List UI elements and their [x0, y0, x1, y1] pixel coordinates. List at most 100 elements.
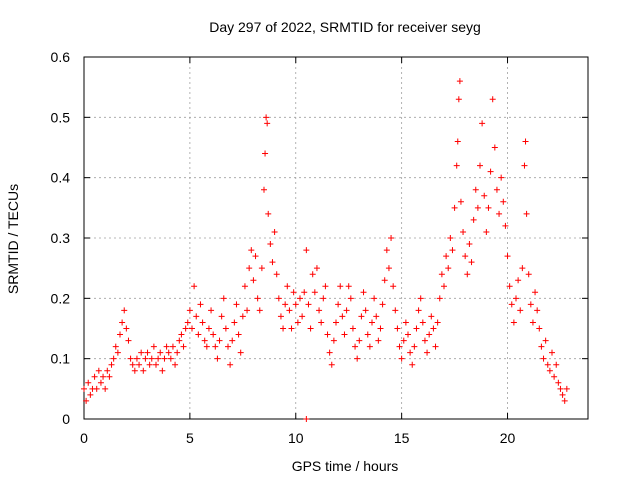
data-point — [413, 325, 420, 332]
data-point — [555, 379, 562, 386]
data-point — [345, 283, 352, 290]
data-point — [216, 337, 223, 344]
data-point — [264, 120, 271, 127]
data-point — [398, 355, 405, 362]
data-point — [339, 313, 346, 320]
data-point — [229, 337, 236, 344]
data-point — [169, 343, 176, 350]
data-point — [522, 138, 529, 145]
data-point — [254, 295, 261, 302]
data-point — [390, 283, 397, 290]
data-point — [144, 349, 151, 356]
data-point — [324, 331, 331, 338]
data-point — [150, 343, 157, 350]
data-point — [225, 343, 231, 350]
data-point — [286, 307, 293, 314]
data-point — [123, 325, 130, 332]
data-point — [483, 228, 490, 235]
y-tick-label: 0.1 — [51, 351, 71, 367]
data-point — [142, 355, 149, 362]
data-point — [549, 349, 555, 356]
data-point — [201, 337, 208, 344]
data-point — [481, 192, 488, 199]
data-point — [464, 271, 471, 278]
data-point — [241, 283, 248, 290]
data-point — [102, 385, 109, 392]
data-point — [195, 331, 202, 338]
data-point — [186, 307, 193, 314]
data-point — [366, 343, 373, 350]
y-tick-label: 0.3 — [51, 230, 71, 246]
data-point — [544, 361, 551, 368]
data-point — [114, 349, 121, 356]
data-point — [125, 337, 132, 344]
data-point — [182, 325, 189, 332]
y-tick-label: 0.6 — [51, 49, 71, 65]
data-point — [513, 295, 519, 302]
points-layer — [81, 78, 570, 422]
data-point — [456, 78, 463, 85]
data-point — [311, 289, 318, 296]
data-point — [428, 313, 435, 320]
data-point — [309, 271, 316, 278]
data-point — [352, 343, 359, 350]
data-point — [534, 307, 541, 314]
data-point — [504, 253, 511, 260]
data-point — [258, 265, 265, 272]
x-axis-label: GPS time / hours — [292, 458, 399, 474]
data-point — [561, 397, 568, 404]
data-point — [438, 271, 445, 278]
data-point — [396, 343, 403, 350]
data-point — [250, 277, 257, 284]
data-point — [307, 325, 314, 332]
data-point — [282, 301, 289, 308]
data-point — [233, 301, 240, 308]
data-point — [163, 343, 170, 350]
data-point — [165, 349, 172, 356]
data-point — [140, 367, 147, 374]
data-point — [411, 343, 418, 350]
data-point — [91, 373, 98, 380]
data-point — [220, 295, 227, 302]
y-tick-label: 0 — [62, 411, 70, 427]
data-point — [119, 319, 126, 326]
data-point — [517, 307, 524, 314]
data-point — [496, 210, 503, 217]
data-point — [176, 337, 183, 344]
data-point — [246, 265, 253, 272]
data-point — [180, 343, 187, 350]
data-point — [525, 271, 532, 278]
data-point — [273, 271, 280, 278]
data-point — [85, 379, 92, 386]
data-point — [136, 361, 143, 368]
data-point — [460, 228, 467, 235]
data-point — [87, 391, 94, 398]
data-point — [559, 391, 566, 398]
data-point — [434, 319, 441, 326]
data-point — [303, 416, 310, 422]
data-point — [106, 373, 113, 380]
data-point — [419, 319, 426, 326]
data-point — [161, 355, 168, 362]
data-point — [205, 325, 212, 332]
data-point — [421, 337, 428, 344]
data-point — [508, 301, 515, 308]
data-point — [191, 283, 198, 290]
data-point — [354, 355, 361, 362]
data-point — [551, 373, 558, 380]
data-point — [373, 313, 380, 320]
data-point — [392, 307, 399, 314]
data-point — [210, 331, 217, 338]
data-point — [214, 355, 221, 362]
data-point — [563, 385, 570, 392]
data-point — [343, 307, 350, 314]
data-point — [100, 373, 107, 380]
data-point — [248, 247, 255, 254]
data-point — [159, 367, 166, 374]
data-point — [218, 313, 225, 320]
data-point — [305, 301, 312, 308]
data-point — [277, 313, 284, 320]
data-point — [155, 355, 162, 362]
data-point — [275, 295, 282, 302]
